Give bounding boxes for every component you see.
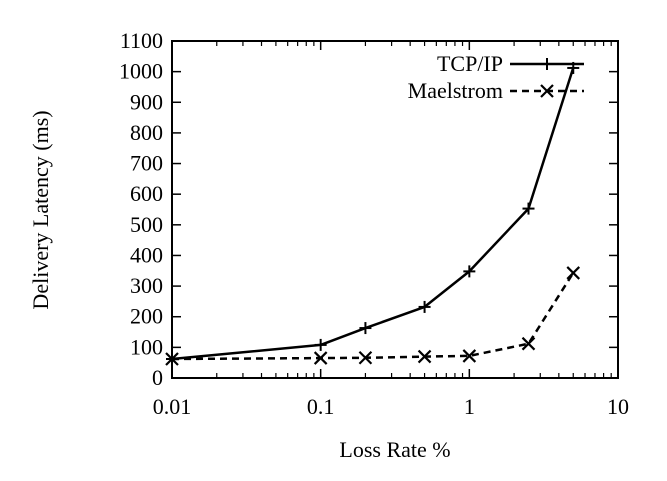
y-tick-label: 800: [130, 120, 163, 145]
y-tick-label: 900: [130, 89, 163, 114]
legend-label: TCP/IP: [437, 51, 503, 76]
data-point: [359, 322, 372, 335]
y-tick-label: 200: [130, 304, 163, 329]
plot-frame: [171, 40, 619, 379]
data-point: [417, 349, 432, 364]
data-point: [314, 338, 327, 351]
y-tick-label: 300: [130, 273, 163, 298]
y-axis-title: Delivery Latency (ms): [28, 110, 53, 309]
legend-marker: [541, 58, 553, 70]
marker-stroke: [417, 349, 432, 364]
ticks: 0 100 200 300 400 500 600 700 800 900 1000 1100 0.01…: [119, 28, 629, 419]
x-tick-label: 10: [607, 394, 629, 419]
series-line: [171, 272, 575, 361]
data-point: [522, 202, 535, 215]
data-point: [462, 349, 477, 363]
marker-stroke: [566, 266, 581, 280]
marker-stroke: [462, 349, 477, 363]
series-tcp-ip: [166, 61, 580, 366]
marker-stroke: [358, 351, 373, 365]
data-point: [418, 300, 431, 313]
y-tick-label: 100: [130, 334, 163, 359]
y-tick-label: 1100: [120, 28, 163, 53]
y-tick-label: 1000: [119, 59, 163, 84]
marker-stroke: [313, 351, 328, 365]
data-point: [463, 265, 476, 278]
y-tick-label: 600: [130, 181, 163, 206]
y-tick-label: 700: [130, 151, 163, 176]
series-maelstrom: [165, 266, 581, 366]
data-point: [165, 352, 179, 366]
marker-stroke: [521, 336, 536, 351]
x-axis-title: Loss Rate %: [339, 437, 450, 462]
legend-label: Maelstrom: [408, 78, 503, 103]
y-tick-label: 500: [130, 212, 163, 237]
legend-marker: [540, 84, 554, 98]
x-tick-label: 1: [464, 394, 475, 419]
y-tick-label: 0: [152, 365, 163, 390]
series-line: [171, 67, 575, 361]
series-group: [165, 61, 581, 366]
data-point: [521, 336, 536, 351]
data-point: [358, 351, 373, 365]
axes: [171, 40, 619, 379]
x-tick-label: 0.1: [307, 394, 335, 419]
y-tick-label: 400: [130, 242, 163, 267]
data-point: [566, 266, 581, 280]
marker-stroke: [540, 84, 554, 98]
marker-stroke: [165, 352, 179, 366]
data-point: [313, 351, 328, 365]
x-tick-label: 0.01: [153, 394, 192, 419]
